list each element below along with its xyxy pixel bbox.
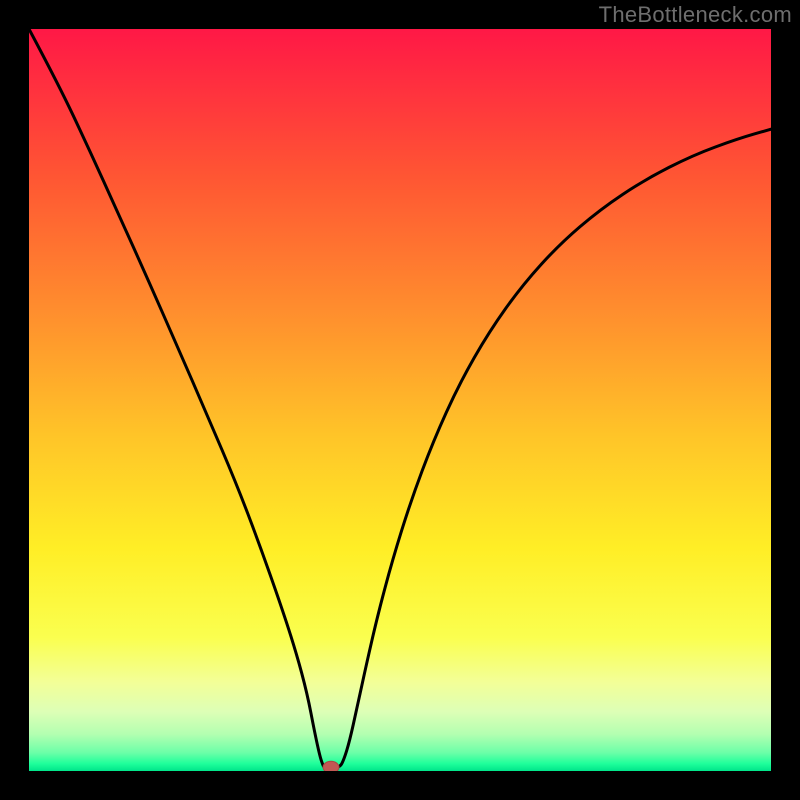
- plot-area: [29, 29, 771, 771]
- gradient-background: [29, 29, 771, 771]
- chart-root: TheBottleneck.com: [0, 0, 800, 800]
- watermark-text: TheBottleneck.com: [599, 2, 792, 28]
- chart-svg: [29, 29, 771, 771]
- optimum-marker: [323, 761, 339, 771]
